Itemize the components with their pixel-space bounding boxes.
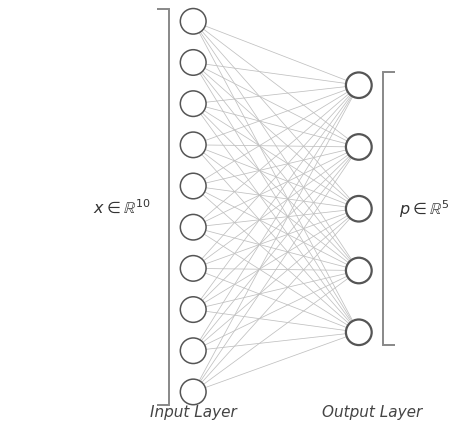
Text: $p \in \mathbb{R}^{5}$: $p \in \mathbb{R}^{5}$ <box>398 198 449 219</box>
Ellipse shape <box>180 91 206 116</box>
Ellipse shape <box>180 214 206 240</box>
Ellipse shape <box>345 134 371 160</box>
Ellipse shape <box>180 50 206 75</box>
Ellipse shape <box>180 132 206 158</box>
Ellipse shape <box>180 338 206 363</box>
Ellipse shape <box>180 379 206 405</box>
Ellipse shape <box>345 258 371 283</box>
Text: $x \in \mathbb{R}^{10}$: $x \in \mathbb{R}^{10}$ <box>93 198 150 216</box>
Ellipse shape <box>180 173 206 199</box>
Ellipse shape <box>345 320 371 345</box>
Ellipse shape <box>180 297 206 322</box>
Text: Output Layer: Output Layer <box>322 405 422 420</box>
Text: Input Layer: Input Layer <box>150 405 236 420</box>
Ellipse shape <box>180 256 206 281</box>
Ellipse shape <box>180 9 206 34</box>
Ellipse shape <box>345 196 371 222</box>
Ellipse shape <box>345 72 371 98</box>
